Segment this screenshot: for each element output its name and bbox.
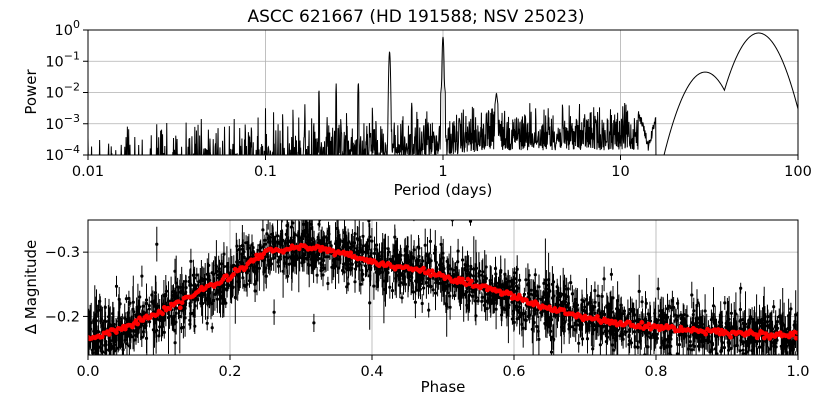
periodogram-panel: 0.01 0.1 1 10 100 10−4 10−3 10−2 10−1 100 Period … [22,18,812,199]
lightcurve-x-tick-label: 0.2 [218,364,241,380]
periodogram-ticks: 0.01 0.1 1 10 100 10−4 10−3 10−2 10−1 100 [45,18,812,180]
periodogram-y-tick-label: 100 [55,18,80,39]
periodogram-x-tick-label: 0.1 [254,164,277,180]
periodogram-x-label: Period (days) [394,181,493,199]
periodogram-y-tick-label: 10−4 [45,143,80,164]
lightcurve-frame [87,219,799,356]
lightcurve-y-tick-label: −0.3 [45,245,80,261]
lightcurve-x-tick-label: 0.8 [644,364,667,380]
periodogram-x-tick-label: 10 [611,164,629,180]
periodogram-line [88,32,798,155]
lightcurve-panel: 0.0 0.2 0.4 0.6 0.8 1.0 −0.3 −0.2 Phase Δ Magni… [22,219,810,396]
periodogram-x-tick-label: 100 [784,164,812,180]
periodogram-x-tick-label: 1 [438,164,447,180]
lightcurve-binned-fit [88,242,798,342]
periodogram-y-tick-label: 10−1 [45,49,80,70]
figure-title: ASCC 621667 (HD 191588; NSV 25023) [247,7,584,27]
lightcurve-x-tick-label: 0.4 [360,364,383,380]
lightcurve-x-tick-label: 0.0 [76,364,99,380]
lightcurve-y-tick-label: −0.2 [45,309,80,325]
lightcurve-x-tick-label: 0.6 [502,364,525,380]
lightcurve-x-tick-label: 1.0 [786,364,809,380]
lightcurve-x-label: Phase [421,378,466,396]
lightcurve-series [88,220,798,355]
periodogram-series [88,32,798,155]
periodogram-y-label: Power [22,68,40,114]
lightcurve-y-label: Δ Magnitude [22,240,40,335]
periodogram-x-tick-label: 0.01 [72,164,104,180]
lightcurve-ticks: 0.0 0.2 0.4 0.6 0.8 1.0 −0.3 −0.2 [45,245,810,380]
periodogram-y-tick-label: 10−2 [45,81,80,102]
periodogram-y-tick-label: 10−3 [45,112,80,133]
